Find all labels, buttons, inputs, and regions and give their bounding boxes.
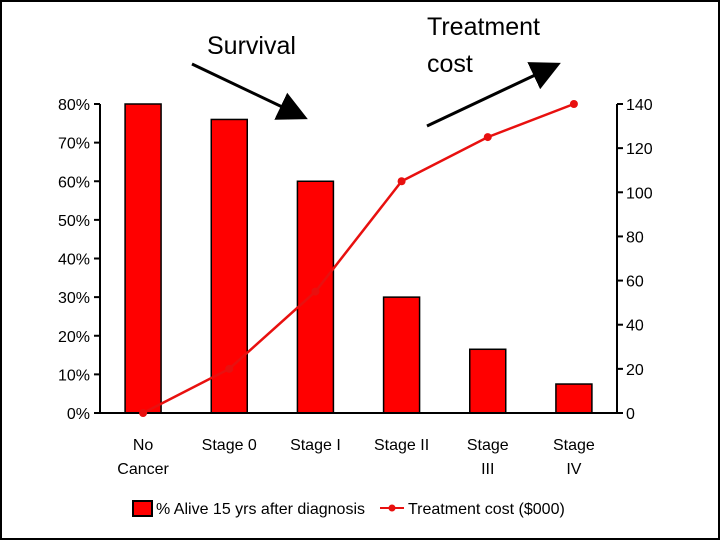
category-label: Stage	[467, 437, 509, 454]
left-tick-label: 20%	[58, 329, 90, 346]
right-tick-label: 60	[626, 274, 644, 291]
bar-series	[100, 103, 617, 414]
category-label: Stage II	[374, 437, 429, 454]
cost-arrow	[426, 62, 561, 128]
category-label: Cancer	[117, 461, 169, 478]
line-point	[483, 133, 492, 142]
legend-bar-swatch	[132, 500, 153, 517]
bar	[296, 180, 335, 414]
line-point	[225, 364, 234, 373]
bar	[382, 296, 421, 414]
legend-line-marker	[388, 504, 396, 512]
category-label: IV	[566, 461, 581, 478]
bar	[210, 118, 248, 414]
legend-bar-label: % Alive 15 yrs after diagnosis	[156, 501, 365, 518]
survival-arrow	[191, 62, 308, 120]
line-point	[397, 177, 406, 186]
line-series	[139, 100, 578, 417]
bar	[555, 383, 593, 414]
legend: % Alive 15 yrs after diagnosis Treatment…	[132, 500, 565, 518]
cost-annotation-line2: cost	[427, 50, 473, 78]
left-tick-label: 50%	[58, 213, 90, 230]
legend-line-label: Treatment cost ($000)	[408, 501, 565, 518]
right-tick-label: 140	[626, 97, 653, 114]
left-tick-label: 70%	[58, 136, 90, 153]
right-tick-label: 40	[626, 318, 644, 335]
right-tick-label: 80	[626, 229, 644, 246]
category-label: No	[133, 437, 154, 454]
bar	[124, 103, 162, 414]
right-tick-label: 100	[626, 185, 653, 202]
treatment-cost-line	[142, 102, 575, 415]
right-tick-label: 0	[626, 406, 635, 423]
cost-annotation-line1: Treatment	[427, 13, 540, 41]
category-label: Stage	[553, 437, 595, 454]
line-point	[139, 409, 148, 417]
bar	[469, 348, 507, 414]
right-tick-label: 120	[626, 141, 653, 158]
left-tick-label: 30%	[58, 290, 90, 307]
left-tick-label: 80%	[58, 97, 90, 114]
right-axis: 0 20 40 60 80 100 120 140	[616, 97, 653, 423]
line-point	[311, 287, 320, 296]
category-labels: No Cancer Stage 0 Stage I Stage II Stage III St…	[117, 437, 595, 478]
left-tick-label: 60%	[58, 174, 90, 191]
left-axis: 0% 10% 20% 30% 40% 50% 60% 70% 80%	[58, 97, 101, 423]
left-tick-label: 40%	[58, 252, 90, 269]
survival-annotation: Survival	[207, 32, 296, 60]
left-tick-label: 10%	[58, 367, 90, 384]
category-label: Stage 0	[202, 437, 257, 454]
left-tick-label: 0%	[67, 406, 90, 423]
right-tick-label: 20	[626, 362, 644, 379]
line-point	[569, 100, 578, 108]
category-label: III	[481, 461, 494, 478]
category-label: Stage I	[290, 437, 341, 454]
